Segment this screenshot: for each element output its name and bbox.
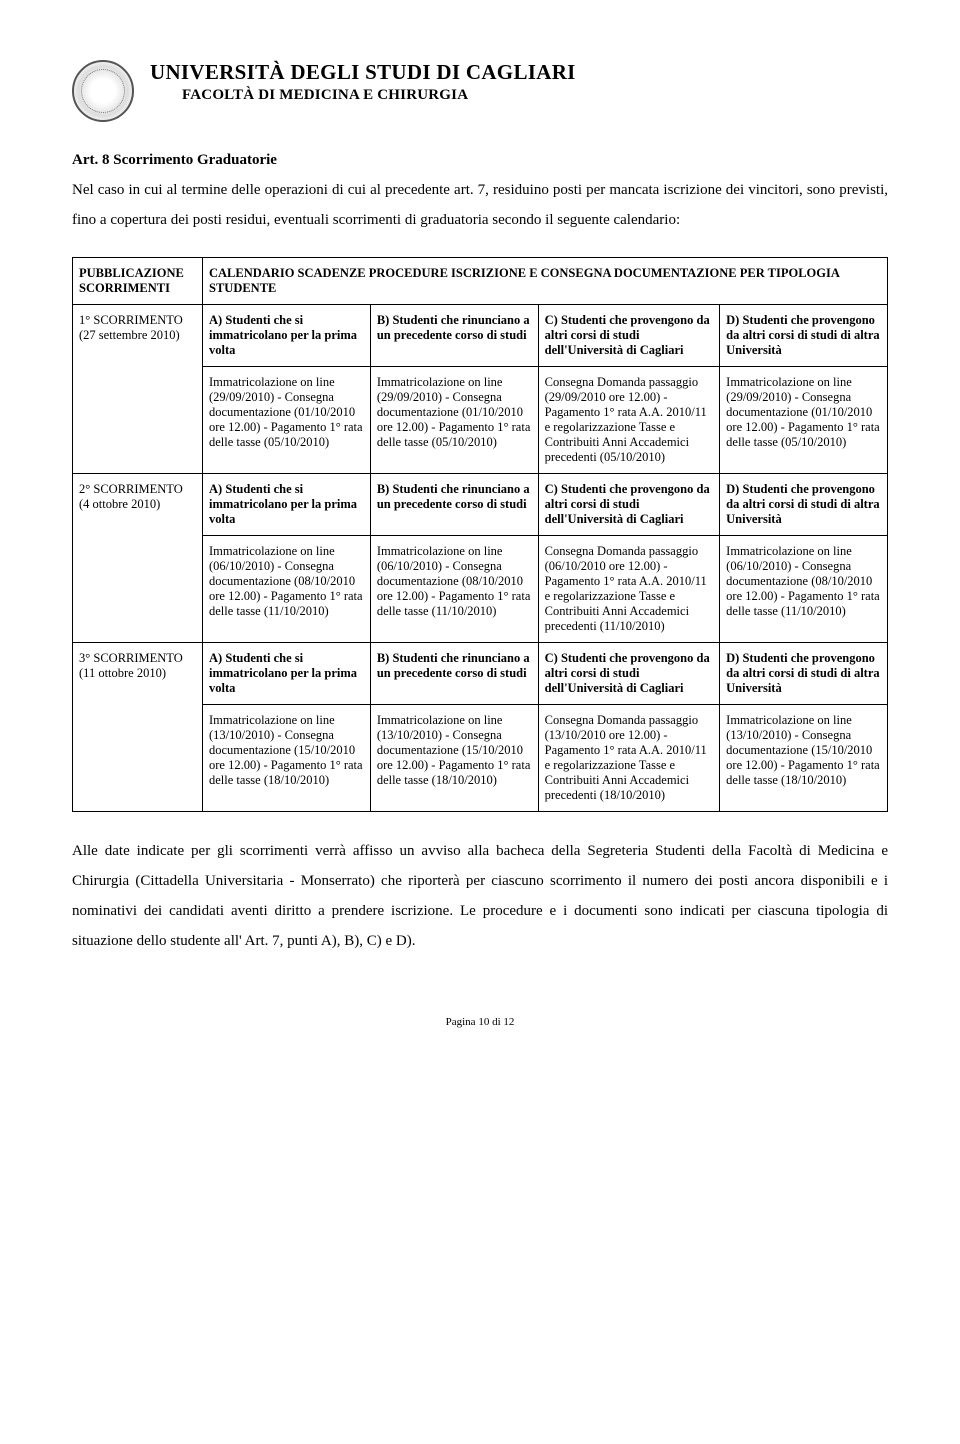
col-d-header: D) Studenti che provengono da altri cors… bbox=[720, 474, 888, 536]
university-seal-icon bbox=[72, 60, 134, 122]
col-b-header: B) Studenti che rinunciano a un preceden… bbox=[370, 305, 538, 367]
scorrimento-2-b: Immatricolazione on line (06/10/2010) - … bbox=[370, 536, 538, 643]
article-intro: Nel caso in cui al termine delle operazi… bbox=[72, 175, 888, 235]
footer-paragraph: Alle date indicate per gli scorrimenti v… bbox=[72, 836, 888, 956]
pub-label-cell: PUBBLICAZIONE SCORRIMENTI bbox=[73, 258, 203, 305]
scorrimento-3-d: Immatricolazione on line (13/10/2010) - … bbox=[720, 705, 888, 812]
page-number: Pagina 10 di 12 bbox=[72, 1016, 888, 1028]
university-name: UNIVERSITÀ DEGLI STUDI DI CAGLIARI bbox=[150, 60, 576, 85]
scorrimento-1-b: Immatricolazione on line (29/09/2010) - … bbox=[370, 367, 538, 474]
col-c-header: C) Studenti che provengono da altri cors… bbox=[538, 643, 720, 705]
scorrimento-3-label: 3° SCORRIMENTO (11 ottobre 2010) bbox=[73, 643, 203, 812]
calendar-label-cell: CALENDARIO SCADENZE PROCEDURE ISCRIZIONE… bbox=[203, 258, 888, 305]
table-header-row: PUBBLICAZIONE SCORRIMENTI CALENDARIO SCA… bbox=[73, 258, 888, 305]
table-row: 2° SCORRIMENTO (4 ottobre 2010) A) Stude… bbox=[73, 474, 888, 536]
scorrimento-1-d: Immatricolazione on line (29/09/2010) - … bbox=[720, 367, 888, 474]
page: UNIVERSITÀ DEGLI STUDI DI CAGLIARI FACOL… bbox=[0, 0, 960, 1068]
scorrimento-2-d: Immatricolazione on line (06/10/2010) - … bbox=[720, 536, 888, 643]
header-text: UNIVERSITÀ DEGLI STUDI DI CAGLIARI FACOL… bbox=[150, 60, 576, 104]
col-a-header: A) Studenti che si immatricolano per la … bbox=[203, 643, 371, 705]
scorrimento-2-label: 2° SCORRIMENTO (4 ottobre 2010) bbox=[73, 474, 203, 643]
col-b-header: B) Studenti che rinunciano a un preceden… bbox=[370, 474, 538, 536]
article-title: Art. 8 Scorrimento Graduatorie bbox=[72, 152, 888, 169]
table-row: 1° SCORRIMENTO (27 settembre 2010) A) St… bbox=[73, 305, 888, 367]
col-c-header: C) Studenti che provengono da altri cors… bbox=[538, 474, 720, 536]
scorrimento-1-a: Immatricolazione on line (29/09/2010) - … bbox=[203, 367, 371, 474]
col-d-header: D) Studenti che provengono da altri cors… bbox=[720, 643, 888, 705]
scorrimento-1-c: Consegna Domanda passaggio (29/09/2010 o… bbox=[538, 367, 720, 474]
col-c-header: C) Studenti che provengono da altri cors… bbox=[538, 305, 720, 367]
col-a-header: A) Studenti che si immatricolano per la … bbox=[203, 474, 371, 536]
scorrimento-1-label: 1° SCORRIMENTO (27 settembre 2010) bbox=[73, 305, 203, 474]
scorrimenti-table: PUBBLICAZIONE SCORRIMENTI CALENDARIO SCA… bbox=[72, 257, 888, 812]
table-row: 3° SCORRIMENTO (11 ottobre 2010) A) Stud… bbox=[73, 643, 888, 705]
col-d-header: D) Studenti che provengono da altri cors… bbox=[720, 305, 888, 367]
col-b-header: B) Studenti che rinunciano a un preceden… bbox=[370, 643, 538, 705]
scorrimento-3-b: Immatricolazione on line (13/10/2010) - … bbox=[370, 705, 538, 812]
scorrimento-2-a: Immatricolazione on line (06/10/2010) - … bbox=[203, 536, 371, 643]
scorrimento-3-a: Immatricolazione on line (13/10/2010) - … bbox=[203, 705, 371, 812]
col-a-header: A) Studenti che si immatricolano per la … bbox=[203, 305, 371, 367]
document-header: UNIVERSITÀ DEGLI STUDI DI CAGLIARI FACOL… bbox=[72, 60, 888, 122]
scorrimento-2-c: Consegna Domanda passaggio (06/10/2010 o… bbox=[538, 536, 720, 643]
faculty-name: FACOLTÀ DI MEDICINA E CHIRURGIA bbox=[182, 87, 576, 104]
scorrimento-3-c: Consegna Domanda passaggio (13/10/2010 o… bbox=[538, 705, 720, 812]
